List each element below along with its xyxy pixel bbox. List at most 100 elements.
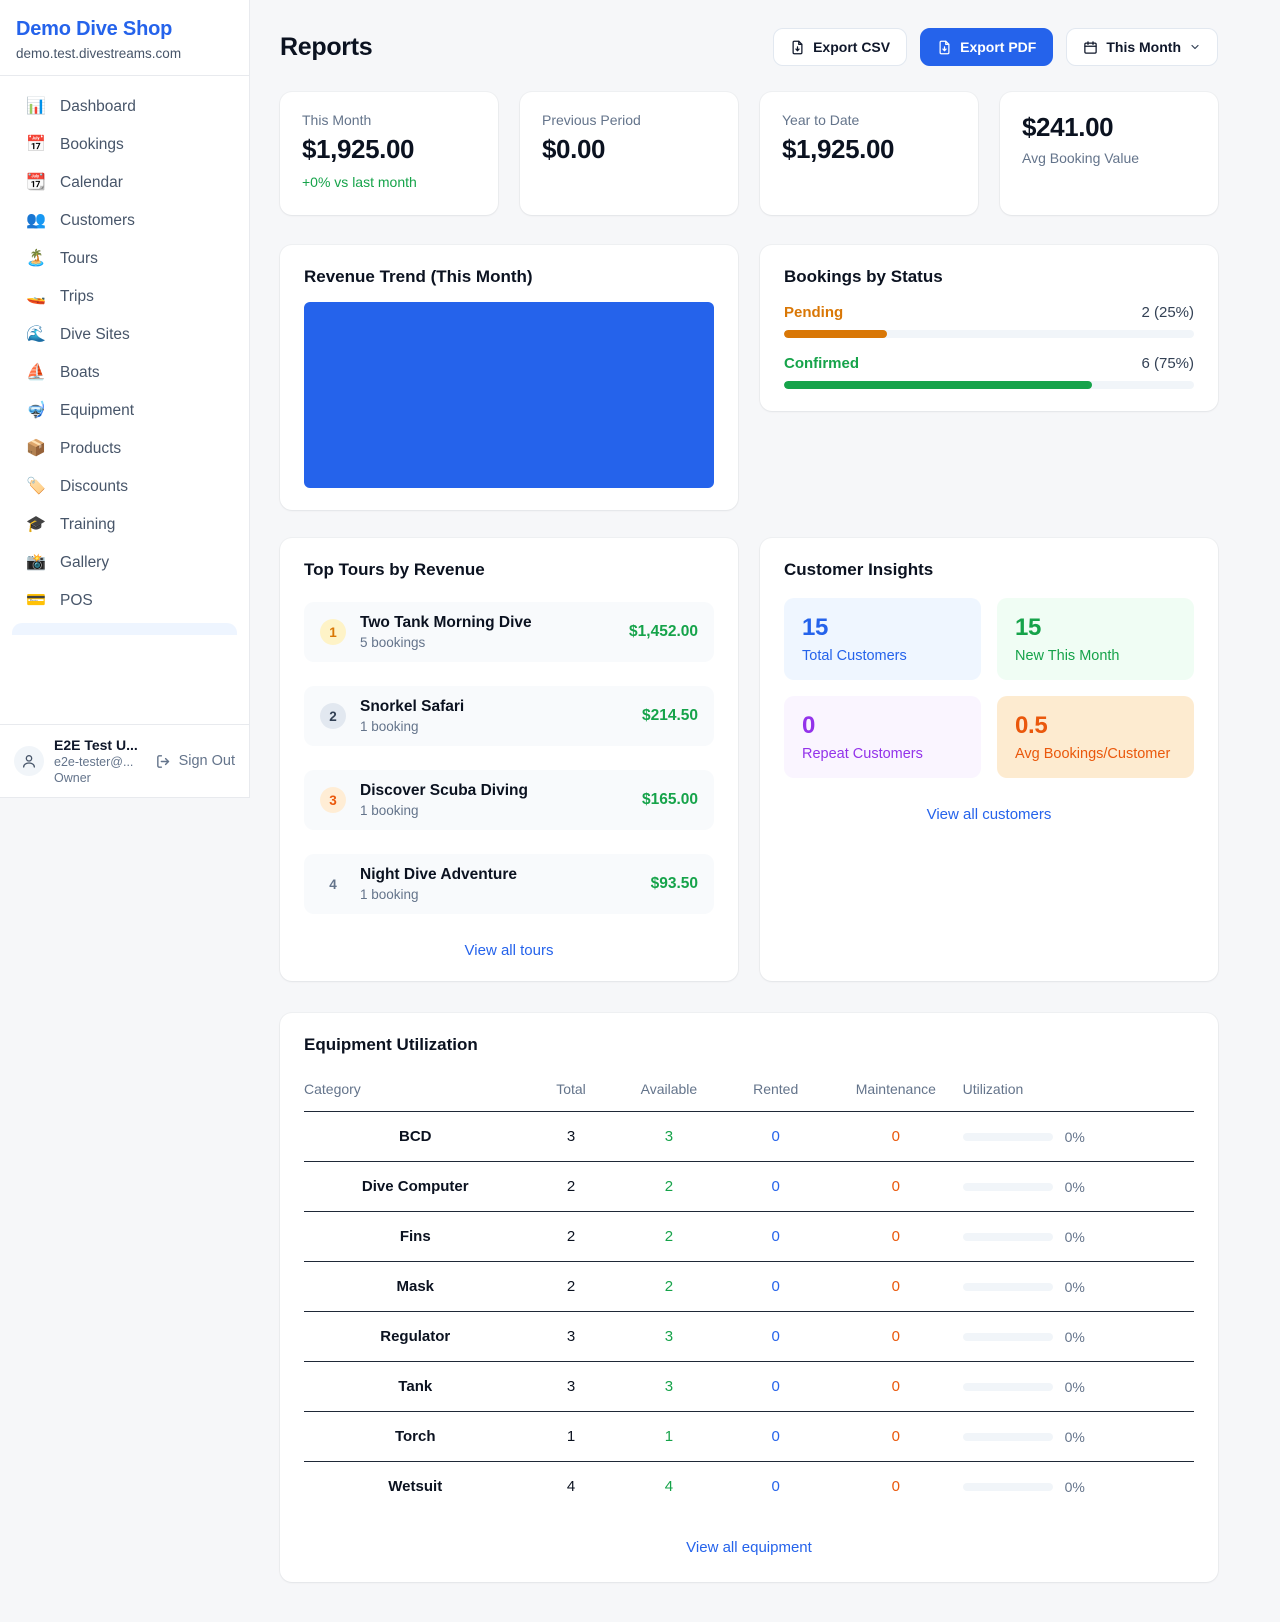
equipment-maintenance: 0 xyxy=(829,1211,963,1262)
equipment-maintenance: 0 xyxy=(829,1161,963,1212)
sign-out-label: Sign Out xyxy=(178,753,235,769)
utilization-value: 0% xyxy=(1064,1428,1085,1445)
sidebar-item-gallery[interactable]: 📸 Gallery xyxy=(10,544,239,582)
equipment-category: Wetsuit xyxy=(388,1478,443,1495)
equipment-available: 3 xyxy=(615,1311,723,1362)
equipment-maintenance: 0 xyxy=(829,1361,963,1412)
sidebar-item-tours[interactable]: 🏝️ Tours xyxy=(10,240,239,278)
tour-name: Night Dive Adventure xyxy=(360,866,518,883)
tile-label: Avg Bookings/Customer xyxy=(1015,746,1171,762)
export-csv-label: Export CSV xyxy=(813,39,891,55)
utilization-value: 0% xyxy=(1064,1478,1085,1495)
graduation-cap-icon: 🎓 xyxy=(26,516,46,533)
sidebar-item-calendar[interactable]: 📆 Calendar xyxy=(10,164,239,202)
person-icon xyxy=(23,755,35,768)
diving-mask-icon: 🤿 xyxy=(26,402,46,419)
bookings-by-status-card: Bookings by Status Pending 2 (25%) Confi… xyxy=(760,245,1218,411)
utilization-bar xyxy=(962,1282,1053,1291)
sidebar-item-bookings[interactable]: 📅 Bookings xyxy=(10,126,239,164)
rank-badge: 2 xyxy=(320,703,346,729)
utilization-bar xyxy=(962,1382,1053,1391)
stat-value: $0.00 xyxy=(542,134,606,164)
package-icon: 📦 xyxy=(26,440,46,457)
stat-label: Year to Date xyxy=(782,112,860,128)
revenue-trend-title: Revenue Trend (This Month) xyxy=(304,267,533,286)
tile-total-customers: 15 Total Customers xyxy=(784,598,981,680)
table-row: Torch 1 1 0 0 0% xyxy=(304,1411,1194,1462)
shop-domain: demo.test.divestreams.com xyxy=(16,46,182,61)
stat-label: Previous Period xyxy=(542,112,641,128)
utilization-bar xyxy=(962,1232,1053,1241)
utilization-value: 0% xyxy=(1064,1378,1085,1395)
top-tours-title: Top Tours by Revenue xyxy=(304,560,485,579)
credit-card-icon: 💳 xyxy=(26,592,46,609)
column-header: Total xyxy=(526,1069,616,1112)
sidebar-item-training[interactable]: 🎓 Training xyxy=(10,506,239,544)
sidebar-item-pos[interactable]: 💳 POS xyxy=(10,582,239,620)
sidebar-item-label: Customers xyxy=(60,212,135,229)
file-download-icon xyxy=(792,40,803,54)
export-csv-button[interactable]: Export CSV xyxy=(773,28,908,66)
tour-bookings: 1 booking xyxy=(360,887,419,902)
stat-label: This Month xyxy=(302,112,372,128)
tour-name: Snorkel Safari xyxy=(360,698,465,715)
tour-revenue: $1,452.00 xyxy=(629,623,698,640)
sidebar-item-discounts[interactable]: 🏷️ Discounts xyxy=(10,468,239,506)
sidebar-item-label: Tours xyxy=(60,250,98,267)
equipment-maintenance: 0 xyxy=(829,1261,963,1312)
column-header: Utilization xyxy=(962,1069,1194,1112)
island-icon: 🏝️ xyxy=(26,250,46,267)
stat-card-avg-booking-value: $241.00 Avg Booking Value xyxy=(1000,92,1218,215)
equipment-rented: 0 xyxy=(722,1261,830,1312)
sidebar-item-label: Bookings xyxy=(60,136,124,153)
pending-bar-fill xyxy=(784,330,887,338)
calendar-bookings-icon: 📅 xyxy=(26,136,46,153)
sidebar-nav: 📊 Dashboard 📅 Bookings 📆 Calendar 👥 Cust… xyxy=(0,76,249,724)
sidebar-item-dashboard[interactable]: 📊 Dashboard xyxy=(10,88,239,126)
utilization-bar xyxy=(962,1482,1053,1491)
sidebar-item-dive-sites[interactable]: 🌊 Dive Sites xyxy=(10,316,239,354)
user-role: Owner xyxy=(54,771,91,785)
sidebar-item-label: Training xyxy=(60,516,116,533)
export-pdf-button[interactable]: Export PDF xyxy=(920,28,1054,66)
sign-out-button[interactable]: Sign Out xyxy=(155,753,235,770)
avatar xyxy=(14,746,44,776)
column-header: Rented xyxy=(722,1069,830,1112)
sidebar-item-customers[interactable]: 👥 Customers xyxy=(10,202,239,240)
calendar-icon: 📆 xyxy=(26,174,46,191)
people-icon: 👥 xyxy=(26,212,46,229)
equipment-maintenance: 0 xyxy=(829,1411,963,1462)
view-all-equipment-link[interactable]: View all equipment xyxy=(686,1539,812,1556)
tour-row: 2 Snorkel Safari 1 booking $214.50 xyxy=(304,686,714,746)
equipment-total: 2 xyxy=(526,1161,616,1212)
equipment-total: 3 xyxy=(526,1311,616,1362)
sidebar-item-trips[interactable]: 🚤 Trips xyxy=(10,278,239,316)
sidebar-item-equipment[interactable]: 🤿 Equipment xyxy=(10,392,239,430)
tile-new-this-month: 15 New This Month xyxy=(997,598,1194,680)
equipment-total: 2 xyxy=(526,1261,616,1312)
tour-revenue: $214.50 xyxy=(641,707,698,724)
view-all-customers-link[interactable]: View all customers xyxy=(926,806,1052,823)
equipment-available: 4 xyxy=(664,1478,674,1495)
utilization-value: 0% xyxy=(1064,1328,1085,1345)
period-dropdown[interactable]: This Month xyxy=(1066,28,1218,66)
rank-badge: 1 xyxy=(320,619,346,645)
tour-row: 4 Night Dive Adventure 1 booking $93.50 xyxy=(304,854,714,914)
sidebar-item-boats[interactable]: ⛵ Boats xyxy=(10,354,239,392)
equipment-available: 2 xyxy=(615,1161,723,1212)
view-all-tours-link[interactable]: View all tours xyxy=(464,942,554,959)
sidebar-item-label: Boats xyxy=(60,364,100,381)
sidebar-item-products[interactable]: 📦 Products xyxy=(10,430,239,468)
tour-revenue: $165.00 xyxy=(641,791,698,808)
equipment-available: 2 xyxy=(615,1211,723,1262)
price-tag-icon: 🏷️ xyxy=(26,478,46,495)
tile-value: 15 xyxy=(802,614,829,641)
wave-icon: 🌊 xyxy=(26,326,46,343)
shop-name-link[interactable]: Demo Dive Shop xyxy=(16,18,173,40)
confirmed-bar-fill xyxy=(784,381,1092,389)
stat-value: $1,925.00 xyxy=(782,134,895,164)
sidebar-item-label: Discounts xyxy=(60,478,129,495)
sidebar-item-label: Dashboard xyxy=(60,98,136,115)
utilization-value: 0% xyxy=(1064,1128,1085,1145)
